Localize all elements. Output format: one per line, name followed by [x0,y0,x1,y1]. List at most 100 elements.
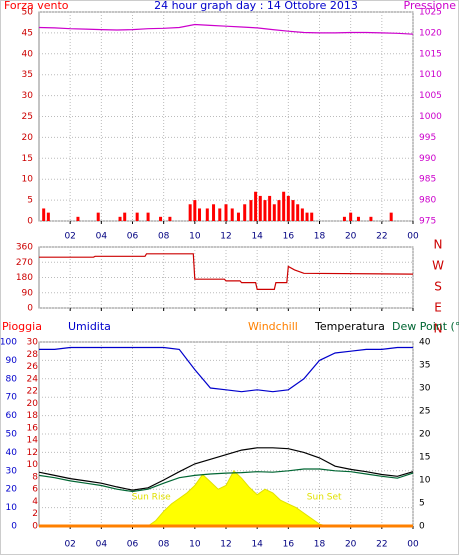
series-line [39,253,414,290]
y-tick-label: 10 [27,460,39,470]
y-tick-label: 4 [32,497,38,507]
y-tick-label: 24 [27,374,39,384]
wind-bar [310,212,314,221]
y-tick-label: 15 [22,154,33,164]
y-tick-label: 50 [6,430,18,440]
legend-label: Temperatura [314,320,385,333]
wind-bar [76,216,80,221]
x-tick-label: 16 [283,232,295,242]
y-tick-label: 90 [22,288,34,298]
y-tick-label: 10 [22,175,34,185]
y-tick-label: 0 [27,217,33,227]
wind-bar [282,191,286,221]
annotation: Sun Set [307,493,342,503]
wind-bar [389,212,393,221]
wind-bar [236,212,240,221]
x-tick-label: 12 [220,540,231,550]
wind-bar [193,200,197,221]
x-tick-label: 16 [283,540,295,550]
y-tick-label: 40 [419,338,431,348]
x-tick-label: 06 [127,232,139,242]
series-line [38,468,414,493]
y-tick-label: 0 [11,522,17,532]
wind-bar [249,200,253,221]
legend-label: Umidita [68,320,111,333]
y-tick-label: 1015 [419,49,442,59]
wind-bar [218,208,222,221]
wind-bar [254,191,258,221]
y-tick-label: 1020 [419,28,442,38]
y-tick-label: 10 [419,476,431,486]
wind-bar [96,212,100,221]
y-tick-label: 35 [419,361,430,371]
y-tick-label: 180 [16,273,33,283]
compass-label: N [434,238,443,252]
chart-title: 24 hour graph day : 14 Ottobre 2013 [154,0,358,12]
wind-bar [42,208,46,221]
y-tick-label: 30 [6,466,18,476]
x-tick-label: 14 [251,540,263,550]
wind-bar [300,208,304,221]
legend-label: Pressione [404,0,457,12]
wind-bar [296,204,300,221]
wind-bar [224,204,228,221]
y-tick-label: 985 [419,175,436,185]
x-tick-label: 00 [407,232,419,242]
wind-bar [342,216,346,221]
wind-bar [369,216,373,221]
solar-area [146,469,328,527]
wind-bar [159,216,163,221]
y-tick-label: 22 [27,387,38,397]
wind-bar [123,212,127,221]
wind-bar [168,216,172,221]
y-tick-label: 1005 [419,91,442,101]
series-line [39,346,413,393]
wind-bar [146,212,150,221]
y-tick-label: 100 [0,338,17,348]
y-tick-label: 1000 [419,112,442,122]
wind-bar [46,212,50,221]
y-tick-label: 5 [27,196,33,206]
y-tick-label: 0 [419,522,425,532]
compass-label: W [432,259,444,273]
x-tick-label: 04 [96,232,108,242]
y-tick-label: 35 [22,70,33,80]
y-tick-label: 45 [22,28,33,38]
x-tick-label: 22 [376,540,387,550]
y-tick-label: 20 [22,133,34,143]
wind-bar [305,212,309,221]
y-tick-label: 14 [27,436,39,446]
legend-label: Dew Point (°C [392,320,459,333]
wind-bar [205,208,209,221]
y-tick-label: 10 [6,503,18,513]
wind-bar [198,208,202,221]
y-tick-label: 25 [419,407,430,417]
wind-bar [277,200,281,221]
y-tick-label: 28 [27,350,39,360]
wind-bar [188,204,192,221]
y-tick-label: 40 [6,448,18,458]
wind-bar [230,208,234,221]
legend-label: Windchill [248,320,298,333]
legend-label: Pioggia [2,320,42,333]
wind-bar [212,204,216,221]
series-line [38,447,414,491]
y-tick-label: 70 [6,393,18,403]
y-tick-label: 6 [32,485,38,495]
y-tick-label: 18 [27,411,39,421]
y-tick-label: 15 [419,453,430,463]
wind-bar [118,216,122,221]
y-tick-label: 1025 [419,8,442,18]
y-tick-label: 50 [22,8,34,18]
wind-bar [263,200,267,221]
wind-bar [243,204,247,221]
y-tick-label: 8 [32,472,38,482]
x-tick-label: 12 [220,232,231,242]
x-tick-label: 08 [158,232,170,242]
y-tick-label: 25 [22,112,33,122]
y-tick-label: 20 [6,485,18,495]
compass-label: S [434,280,442,294]
y-tick-label: 16 [27,423,39,433]
y-tick-label: 12 [27,448,38,458]
